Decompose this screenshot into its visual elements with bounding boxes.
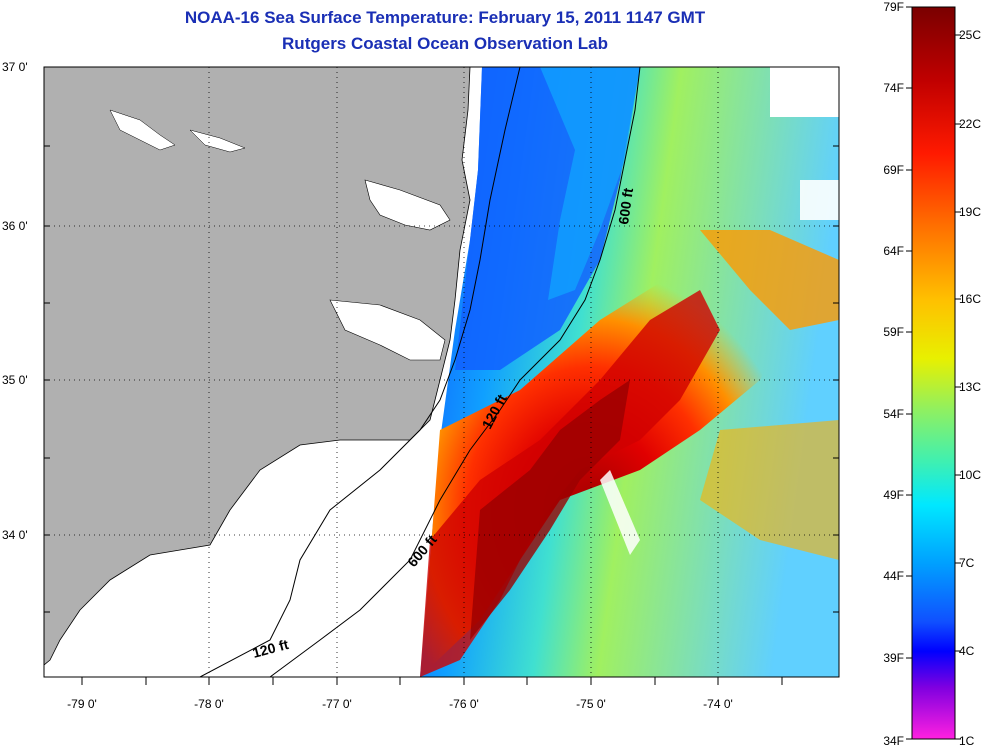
colorbar-c-label: 19C	[959, 205, 981, 219]
map-subtitle: Rutgers Coastal Ocean Observation Lab	[282, 34, 608, 53]
colorbar: 79F 74F 69F 64F 59F 54F 49F 44F 39F 34F …	[883, 0, 981, 748]
map-title: NOAA-16 Sea Surface Temperature: Februar…	[184, 8, 706, 27]
lon-label-77: -77 0'	[322, 697, 352, 711]
sound-water	[364, 179, 451, 231]
lon-label-78: -78 0'	[194, 697, 224, 711]
colorbar-c-label: 10C	[959, 468, 981, 482]
colorbar-c-label: 16C	[959, 292, 981, 306]
colorbar-f-label: 64F	[883, 244, 904, 258]
colorbar-c-label: 25C	[959, 28, 981, 42]
colorbar-f-label: 79F	[883, 0, 904, 14]
sst-swath	[420, 67, 839, 677]
colorbar-c-label: 4C	[959, 644, 975, 658]
land-mass	[44, 67, 471, 666]
lon-label-79: -79 0'	[67, 697, 97, 711]
plot-frame	[43, 66, 840, 678]
lon-label-76: -76 0'	[449, 697, 479, 711]
lat-label-35: 35 0'	[2, 373, 28, 387]
lat-label-36: 36 0'	[2, 219, 28, 233]
lat-label-34: 34 0'	[2, 528, 28, 542]
colorbar-f-label: 74F	[883, 81, 904, 95]
colorbar-f-label: 54F	[883, 407, 904, 421]
colorbar-f-label: 59F	[883, 325, 904, 339]
lat-label-37: 37 0'	[2, 60, 28, 74]
colorbar-f-label: 49F	[883, 488, 904, 502]
colorbar-f-label: 69F	[883, 163, 904, 177]
colorbar-f-label: 44F	[883, 569, 904, 583]
colorbar-c-label: 1C	[959, 734, 975, 748]
contour-label-600ft-upper: 600 ft	[615, 187, 636, 226]
colorbar-f-label: 39F	[883, 651, 904, 665]
lon-label-75: -75 0'	[576, 697, 606, 711]
contour-120ft	[199, 67, 521, 677]
tick-marks	[44, 66, 839, 685]
graticule	[44, 67, 839, 677]
lon-label-74: -74 0'	[703, 697, 733, 711]
colorbar-c-label: 7C	[959, 556, 975, 570]
colorbar-c-label: 13C	[959, 380, 981, 394]
colorbar-c-label: 22C	[959, 117, 981, 131]
colorbar-f-label: 34F	[883, 734, 904, 748]
